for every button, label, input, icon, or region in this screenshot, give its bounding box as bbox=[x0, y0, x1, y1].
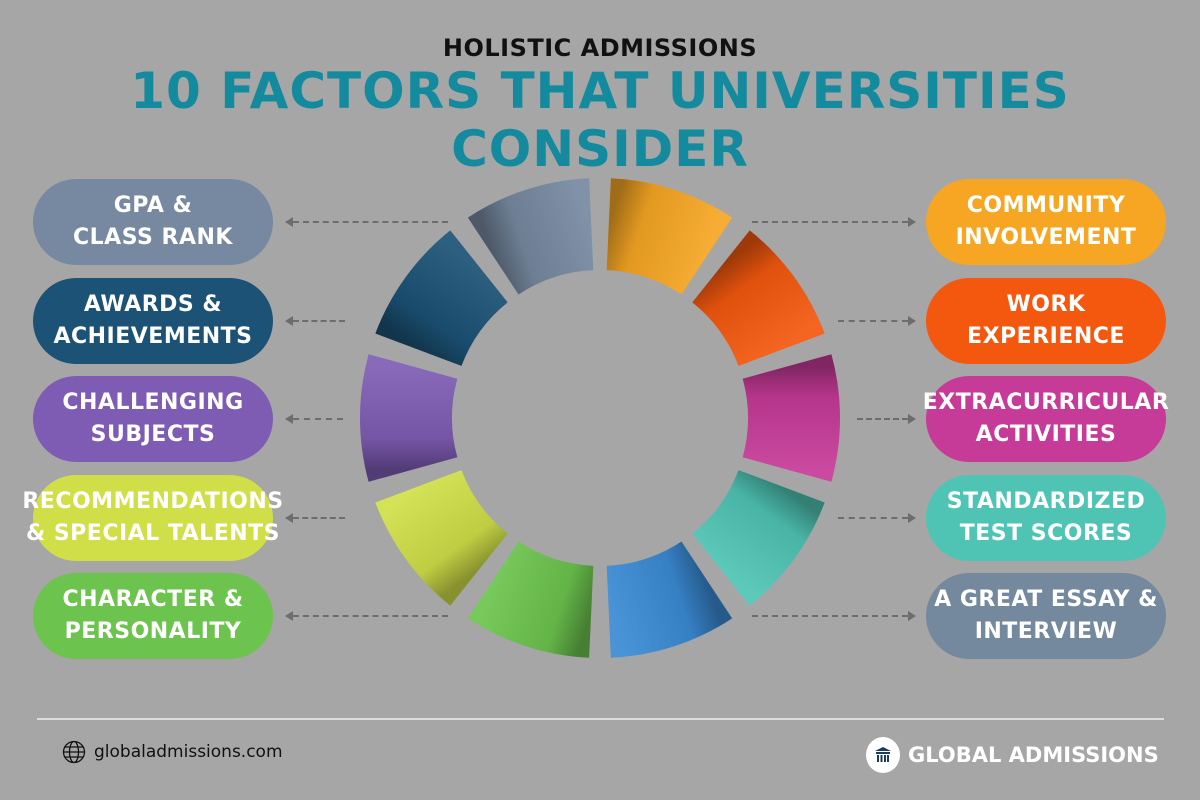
factor-pill: COMMUNITY INVOLVEMENT bbox=[926, 179, 1166, 265]
arrow-icon bbox=[908, 414, 916, 424]
ring-segment-shade bbox=[375, 470, 508, 606]
ring-segment-shade bbox=[467, 178, 594, 295]
ring-segment-shade bbox=[467, 541, 594, 658]
ring-segment-shade bbox=[375, 230, 508, 366]
ring-segment-shade bbox=[606, 178, 733, 295]
arrow-icon bbox=[285, 611, 293, 621]
factor-pill: A GREAT ESSAY & INTERVIEW bbox=[926, 573, 1166, 659]
connector-line bbox=[857, 418, 908, 420]
connector-line bbox=[838, 320, 908, 322]
brand-name: GLOBAL ADMISSIONS bbox=[908, 743, 1159, 767]
arrow-icon bbox=[908, 217, 916, 227]
ring-segment-shade bbox=[360, 354, 458, 482]
building-icon bbox=[866, 737, 900, 773]
connector-line bbox=[293, 615, 448, 617]
connector-line bbox=[293, 517, 345, 519]
arrow-icon bbox=[285, 217, 293, 227]
connector-line bbox=[752, 615, 908, 617]
ring-segment-shade bbox=[742, 354, 840, 482]
factor-pill: RECOMMENDATIONS & SPECIAL TALENTS bbox=[22, 475, 283, 561]
ring-segment-shade bbox=[692, 470, 825, 606]
page-title: 10 FACTORS THAT UNIVERSITIES CONSIDER bbox=[130, 62, 1070, 178]
website-link[interactable]: globaladmissions.com bbox=[62, 740, 283, 764]
factor-pill: CHALLENGING SUBJECTS bbox=[33, 376, 273, 462]
ring-segment-shade bbox=[692, 230, 825, 366]
arrow-icon bbox=[285, 513, 293, 523]
brand-logo: GLOBAL ADMISSIONS bbox=[866, 737, 1159, 773]
connector-line bbox=[293, 320, 345, 322]
connector-line bbox=[293, 418, 343, 420]
factor-pill: CHARACTER & PERSONALITY bbox=[33, 573, 273, 659]
divider bbox=[37, 718, 1164, 720]
website-text: globaladmissions.com bbox=[94, 742, 283, 762]
arrow-icon bbox=[908, 316, 916, 326]
factor-pill: EXTRACURRICULAR ACTIVITIES bbox=[923, 376, 1169, 462]
arrow-icon bbox=[908, 611, 916, 621]
arrow-icon bbox=[908, 513, 916, 523]
connector-line bbox=[838, 517, 908, 519]
ring-segment-shade bbox=[606, 541, 733, 658]
globe-icon bbox=[62, 740, 86, 764]
connector-line bbox=[293, 221, 448, 223]
subtitle: HOLISTIC ADMISSIONS bbox=[442, 34, 758, 62]
factor-pill: GPA & CLASS RANK bbox=[33, 179, 273, 265]
arrow-icon bbox=[285, 414, 293, 424]
connector-line bbox=[752, 221, 908, 223]
factor-pill: STANDARDIZED TEST SCORES bbox=[926, 475, 1166, 561]
factor-pill: AWARDS & ACHIEVEMENTS bbox=[33, 278, 273, 364]
factor-pill: WORK EXPERIENCE bbox=[926, 278, 1166, 364]
arrow-icon bbox=[285, 316, 293, 326]
